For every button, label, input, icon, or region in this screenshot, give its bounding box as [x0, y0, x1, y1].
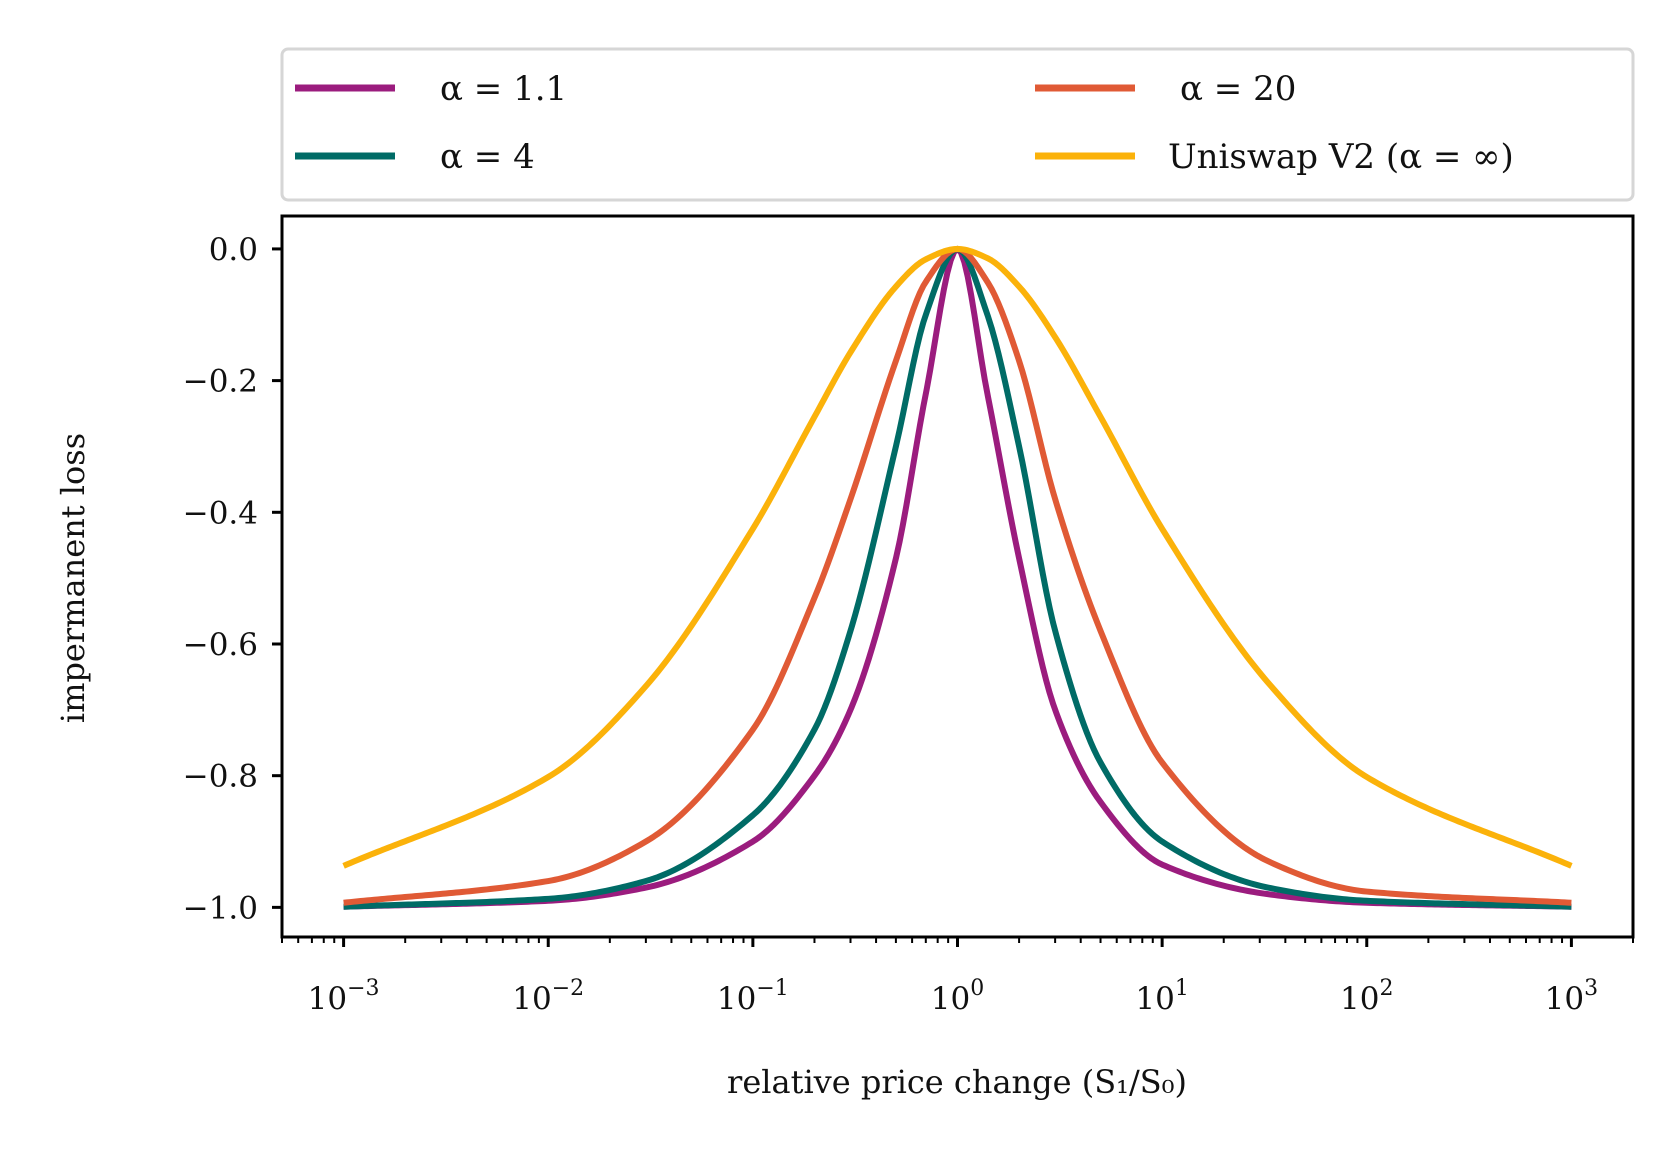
axis-ticks: 10−3 10−2 10−1 100 101 102 103 0.0 −0.2 −0.4 −0.6 −… — [183, 232, 1634, 1017]
legend-label-series-0: α = 1.1 — [440, 69, 567, 109]
legend-label-series-3: Uniswap V2 (α = ∞) — [1168, 137, 1514, 177]
x-tick-label-1: 10−2 — [512, 976, 584, 1017]
y-tick-label-3: −0.6 — [183, 627, 258, 663]
y-tick-label-0: 0.0 — [209, 232, 258, 268]
legend-label-series-2: α = 20 — [1180, 69, 1296, 109]
x-tick-label-2: 10−1 — [717, 976, 789, 1017]
y-axis-label: impermanent loss — [54, 433, 92, 723]
x-axis-label: relative price change (S₁/S₀) — [727, 1063, 1187, 1101]
series-line-3 — [342, 245, 1573, 869]
legend-frame — [280, 47, 1635, 202]
y-tick-label-1: −0.2 — [183, 364, 258, 400]
legend: α = 1.1 α = 4 α = 20 Uniswap V2 (α = ∞) — [280, 47, 1635, 202]
x-tick-label-3: 100 — [931, 976, 984, 1017]
series-lines — [342, 245, 1573, 910]
x-tick-label-5: 102 — [1340, 976, 1393, 1017]
x-tick-label-6: 103 — [1545, 976, 1598, 1017]
y-tick-label-4: −0.8 — [183, 759, 258, 795]
y-tick-label-5: −1.0 — [183, 890, 258, 926]
x-tick-label-0: 10−3 — [308, 976, 380, 1017]
legend-label-series-1: α = 4 — [440, 137, 535, 177]
y-tick-label-2: −0.4 — [183, 495, 258, 531]
x-tick-label-4: 101 — [1135, 976, 1188, 1017]
